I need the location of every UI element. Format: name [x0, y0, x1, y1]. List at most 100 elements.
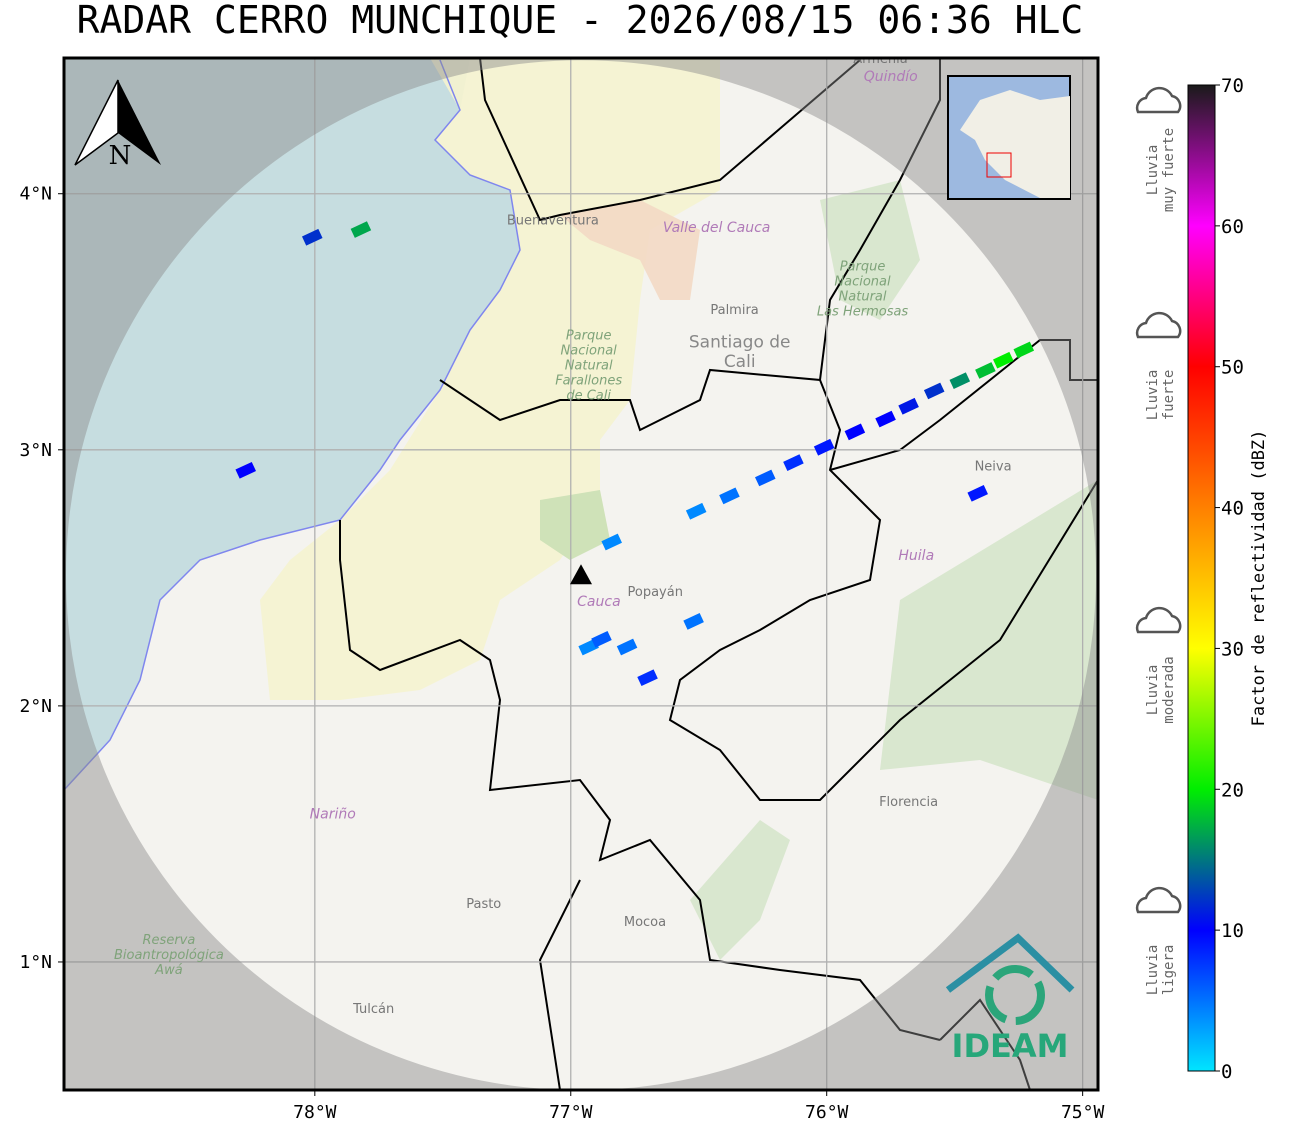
place-label: Palmira [710, 303, 758, 318]
colorbar-tick-label: 0 [1221, 1061, 1232, 1083]
echo-cell [591, 630, 612, 648]
arrow-right [118, 80, 161, 165]
place-label: Reserva [143, 933, 196, 948]
echo-cell [813, 438, 835, 456]
logo: IDEAM [945, 933, 1075, 1065]
rain-level-label: muy fuerte [1161, 128, 1177, 212]
echo-cell [683, 613, 704, 630]
colorbar-tick-label: 70 [1221, 75, 1244, 97]
frame [62, 56, 1100, 1092]
colorbar-ramp [1187, 84, 1216, 1072]
logo-swirl [985, 965, 1045, 1025]
rain-level-label: Lluvia [1145, 370, 1161, 421]
radar-site [570, 564, 592, 585]
north-arrow: N [74, 79, 161, 171]
place-label: Natural [565, 359, 613, 374]
place-label: Tulcán [352, 1002, 394, 1017]
place-label: Cauca [577, 594, 621, 610]
place-label: Farallones [555, 374, 622, 389]
graticule [64, 58, 1098, 1090]
place-label: Parque [566, 329, 612, 344]
x-tick-label: 77°W [549, 1102, 593, 1123]
place-label: Armenia [853, 52, 908, 67]
place-label: Awá [154, 963, 183, 978]
echo-cell [844, 423, 866, 441]
place-label: Valle del Cauca [663, 220, 770, 236]
axes: 78°W 77°W 76°W 75°W 4°N 3°N 2°N 1°N [19, 184, 1104, 1123]
place-label: Florencia [879, 795, 938, 810]
inset-land [960, 90, 1070, 198]
echo-cell [993, 351, 1014, 369]
place-label: Buenaventura [507, 213, 599, 228]
rain-level-label: fuerte [1161, 370, 1177, 421]
place-label: Quindío [864, 69, 918, 85]
place-label: Pasto [466, 897, 501, 912]
cloud-icon [1135, 86, 1182, 114]
y-tick-label: 4°N [19, 184, 52, 205]
place-label: Popayán [627, 585, 682, 600]
echo-cell [616, 638, 638, 656]
y-tick-label: 2°N [19, 696, 52, 717]
borders [339, 58, 1098, 1090]
colorbar-tick-label: 40 [1221, 498, 1244, 520]
place-label: Nacional [834, 274, 891, 289]
inset-map [947, 75, 1071, 200]
echo-cell [350, 221, 372, 238]
valle-urban [560, 200, 700, 300]
inset-extent [986, 152, 1012, 178]
echo-cell [898, 397, 919, 415]
rain-level-label: moderada [1161, 656, 1177, 723]
cloud-icon [1135, 606, 1182, 634]
echo-cell [875, 410, 896, 428]
title: RADAR CERRO MUNCHIQUE - 2026/08/15 06:36… [77, 0, 1084, 42]
colorbar-tick-label: 30 [1221, 638, 1244, 660]
x-tick-label: 76°W [805, 1102, 849, 1123]
echo-cell [1013, 341, 1035, 359]
echo-cell [719, 487, 740, 505]
cloud-icon [1135, 311, 1182, 339]
echo-cell [301, 228, 323, 246]
rain-level-label: ligera [1161, 945, 1177, 996]
colorbar-tick-label: 20 [1221, 779, 1244, 801]
park-area [540, 490, 610, 560]
place-label: Santiago de [689, 332, 791, 352]
echo-cell [949, 372, 971, 389]
basemap [64, 58, 1098, 1090]
echo-cell [755, 469, 776, 487]
rain-level-label: Lluvia [1145, 945, 1161, 996]
place-label: de Cali [566, 388, 611, 403]
place-label: Huila [898, 548, 934, 564]
place-label: Mocoa [624, 915, 666, 930]
place-label: Parque [840, 260, 886, 275]
place-labels: Buenaventura Valle del CaucaParqueNaciona… [114, 52, 1012, 1017]
coastline [64, 59, 521, 791]
place-label: Nacional [561, 344, 618, 359]
rain-level: Lluvia muy fuerte [1135, 86, 1182, 212]
forest [690, 180, 1098, 960]
echo-cell [637, 669, 658, 687]
echo-cell [975, 362, 996, 379]
logo-text: IDEAM [952, 1027, 1069, 1065]
rain-level: Lluvia fuerte [1135, 311, 1182, 421]
place-label: Natural [839, 289, 887, 304]
echo-cell [967, 484, 988, 502]
y-tick-label: 3°N [19, 440, 52, 461]
cloud-icon [1135, 886, 1182, 914]
echo-cell [923, 382, 945, 400]
north-label: N [109, 141, 132, 171]
rain-level-label: Lluvia [1145, 665, 1161, 716]
colorbar-tick-label: 60 [1221, 216, 1244, 238]
place-label: Cali [724, 352, 756, 372]
place-label: Las Hermosas [817, 304, 909, 319]
echo-cell [235, 461, 256, 479]
sea [64, 58, 520, 790]
place-label: Bioantropológica [114, 948, 224, 963]
rain-level-label: Lluvia [1145, 145, 1161, 196]
rain-level: Lluvia moderada [1135, 606, 1182, 724]
rain-level: Lluvia ligera [1135, 886, 1182, 996]
x-tick-label: 75°W [1061, 1102, 1105, 1123]
echo-cell [685, 502, 707, 520]
echoes [235, 221, 1035, 687]
